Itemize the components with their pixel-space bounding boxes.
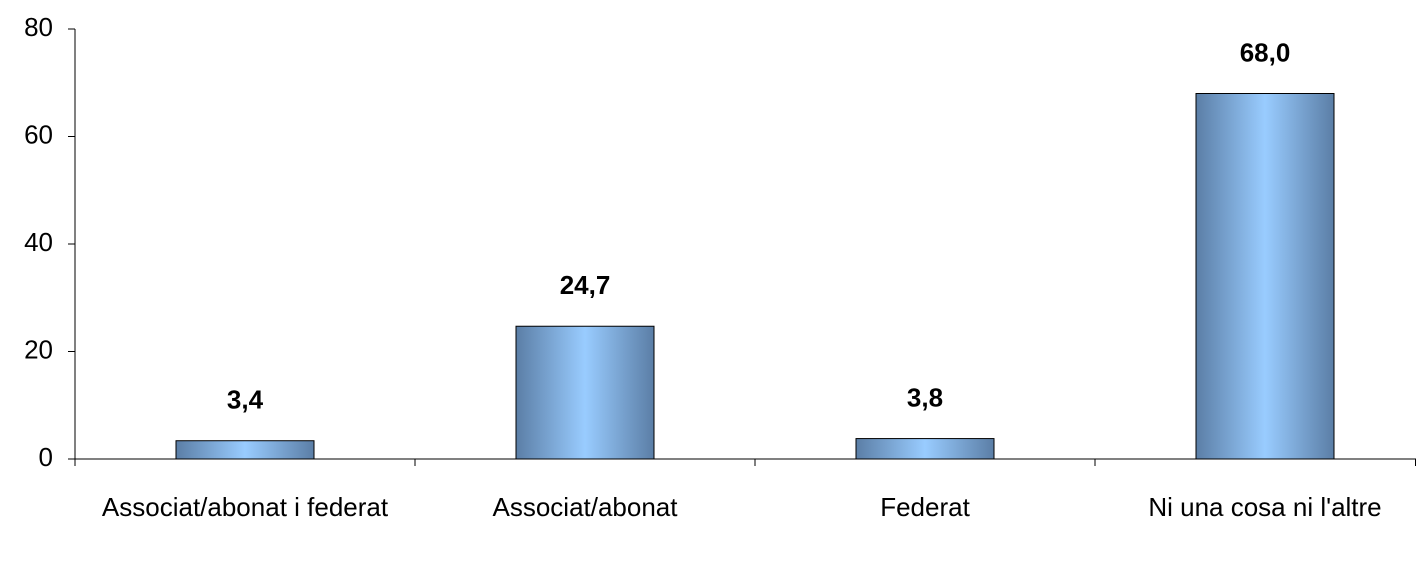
data-label: 3,4 — [227, 385, 264, 415]
bar — [855, 438, 995, 460]
x-tick-label: Ni una cosa ni l'altre — [1148, 492, 1381, 522]
y-tick-label: 40 — [24, 227, 53, 257]
bar — [1195, 93, 1335, 460]
y-tick-label: 80 — [24, 12, 53, 42]
y-tick-label: 0 — [39, 442, 53, 472]
data-label: 68,0 — [1240, 38, 1291, 68]
x-tick-label: Associat/abonat — [492, 492, 678, 522]
x-tick-label: Associat/abonat i federat — [102, 492, 389, 522]
bar — [515, 325, 655, 460]
data-label: 24,7 — [560, 270, 611, 300]
x-tick-label: Federat — [880, 492, 970, 522]
y-tick-label: 20 — [24, 334, 53, 364]
y-tick-label: 60 — [24, 119, 53, 149]
bar — [175, 440, 315, 460]
data-label: 3,8 — [907, 383, 943, 413]
